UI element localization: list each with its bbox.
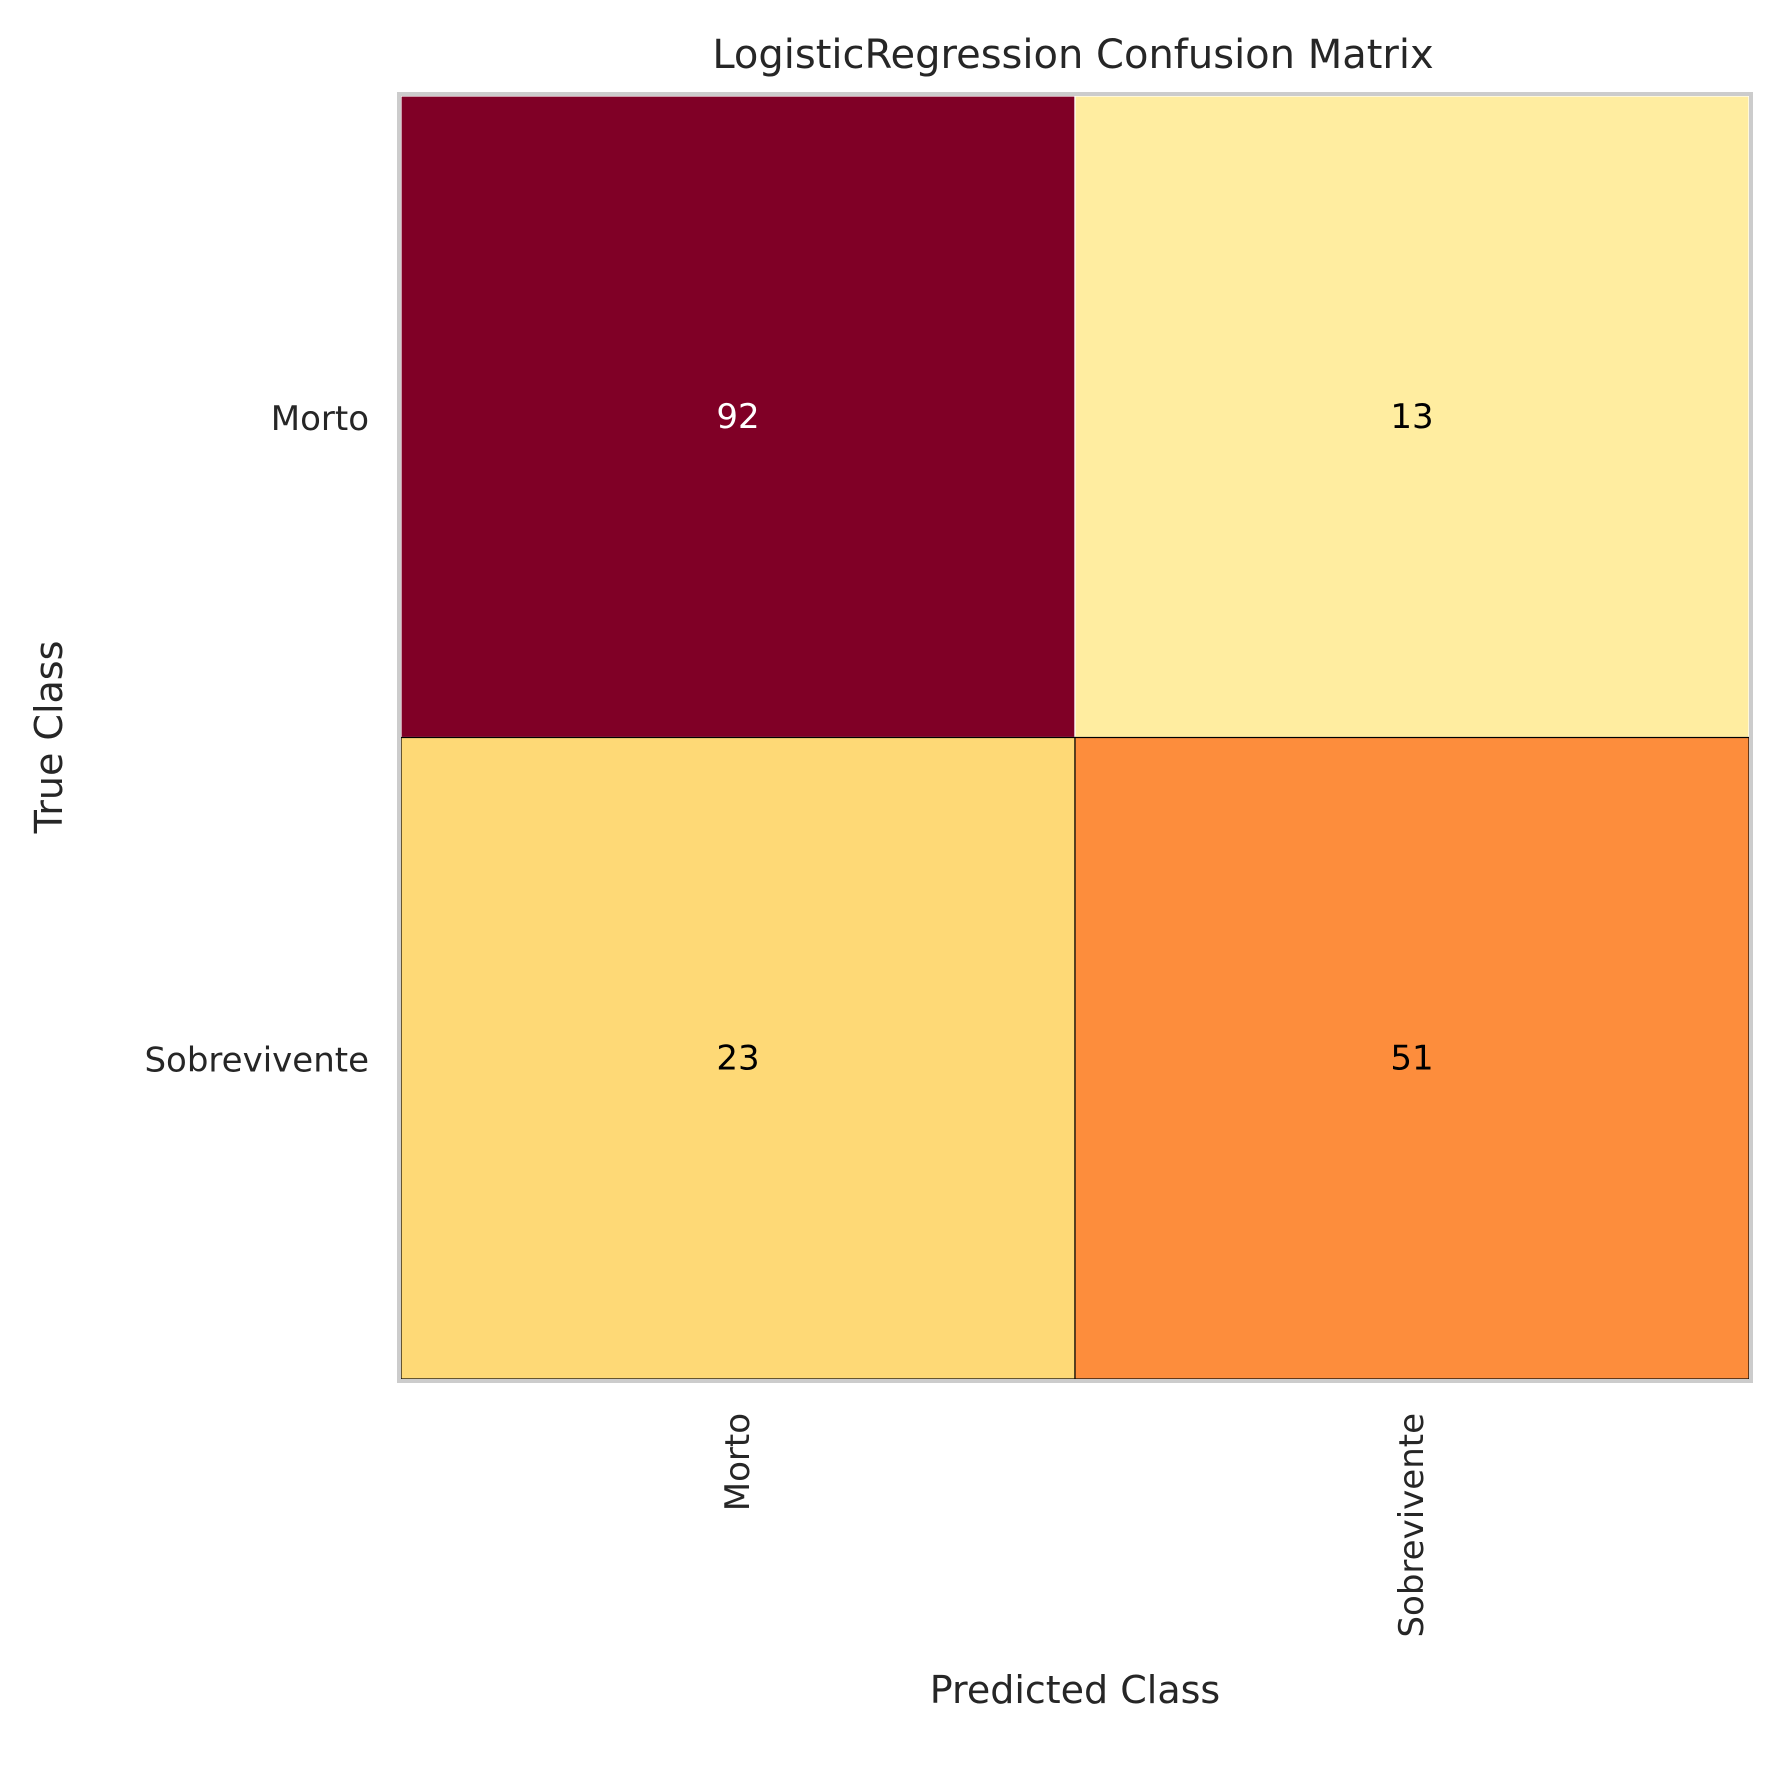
x-axis-label: Predicted Class: [930, 1668, 1220, 1712]
cell-value-label: 51: [1390, 1038, 1433, 1078]
plot-frame: [397, 92, 1753, 1383]
x-tick-label: Morto: [718, 1413, 758, 1511]
x-tick-label: Sobrevivente: [1392, 1413, 1432, 1638]
chart-title: LogisticRegression Confusion Matrix: [712, 32, 1433, 78]
cell-value-label: 92: [716, 397, 759, 437]
y-tick-label: Morto: [271, 399, 369, 439]
heatmap-cell-1-1: [1074, 736, 1750, 1380]
y-tick-label: Sobrevivente: [144, 1040, 369, 1080]
heatmap-cells: [400, 95, 1750, 1380]
y-axis-label: True Class: [27, 641, 71, 835]
cell-value-label: 23: [716, 1038, 759, 1078]
heatmap-cell-0-0: [400, 95, 1076, 739]
cell-value-label: 13: [1390, 397, 1433, 437]
heatmap-cell-1-0: [400, 736, 1076, 1380]
x-axis-tick-labels: Morto Sobrevivente: [718, 1413, 1432, 1638]
heatmap-cell-0-1: [1074, 95, 1750, 739]
heatmap-cell-labels: 92 13 23 51: [716, 397, 1433, 1079]
y-axis-tick-labels: Morto Sobrevivente: [144, 399, 369, 1081]
